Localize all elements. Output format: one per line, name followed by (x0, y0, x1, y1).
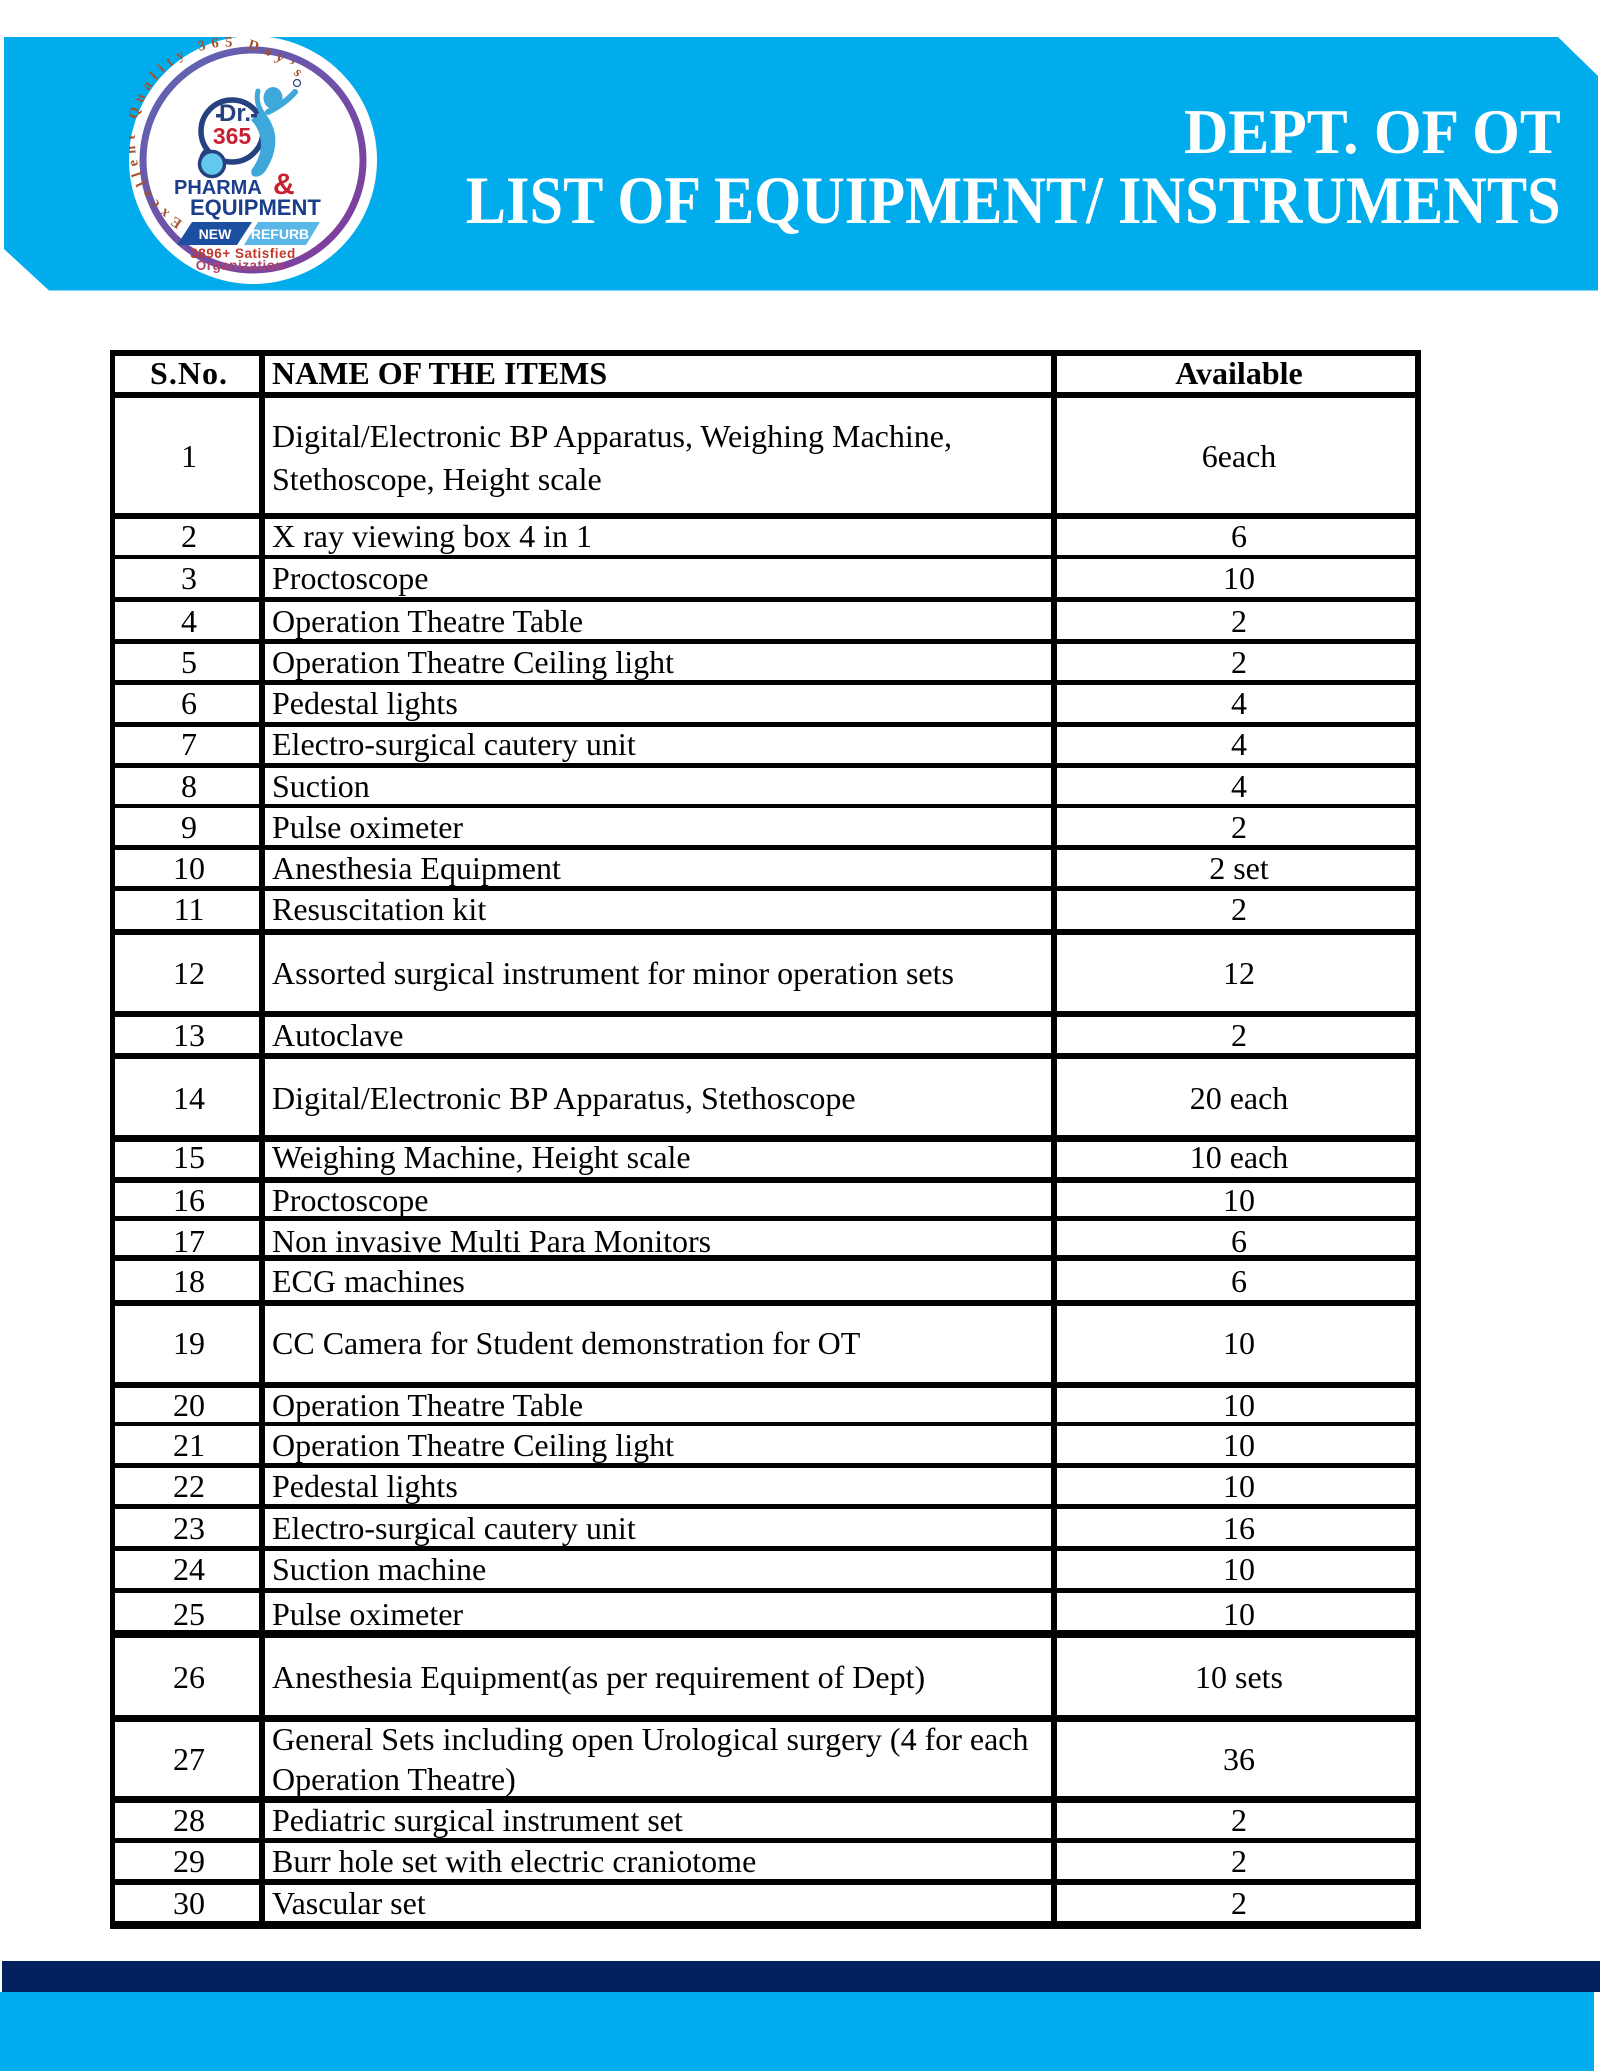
svg-text:Organization: Organization (196, 258, 285, 273)
svg-text:NEW: NEW (199, 226, 232, 242)
svg-text:PHARMA: PHARMA (174, 177, 262, 199)
svg-text:365: 365 (213, 123, 252, 149)
svg-text:&: & (273, 168, 295, 201)
svg-text:3896+ Satisfied: 3896+ Satisfied (190, 246, 295, 261)
svg-text:EQUIPMENT: EQUIPMENT (190, 195, 321, 220)
svg-text:Dr.: Dr. (219, 100, 251, 127)
svg-text:REFURB: REFURB (251, 226, 309, 242)
